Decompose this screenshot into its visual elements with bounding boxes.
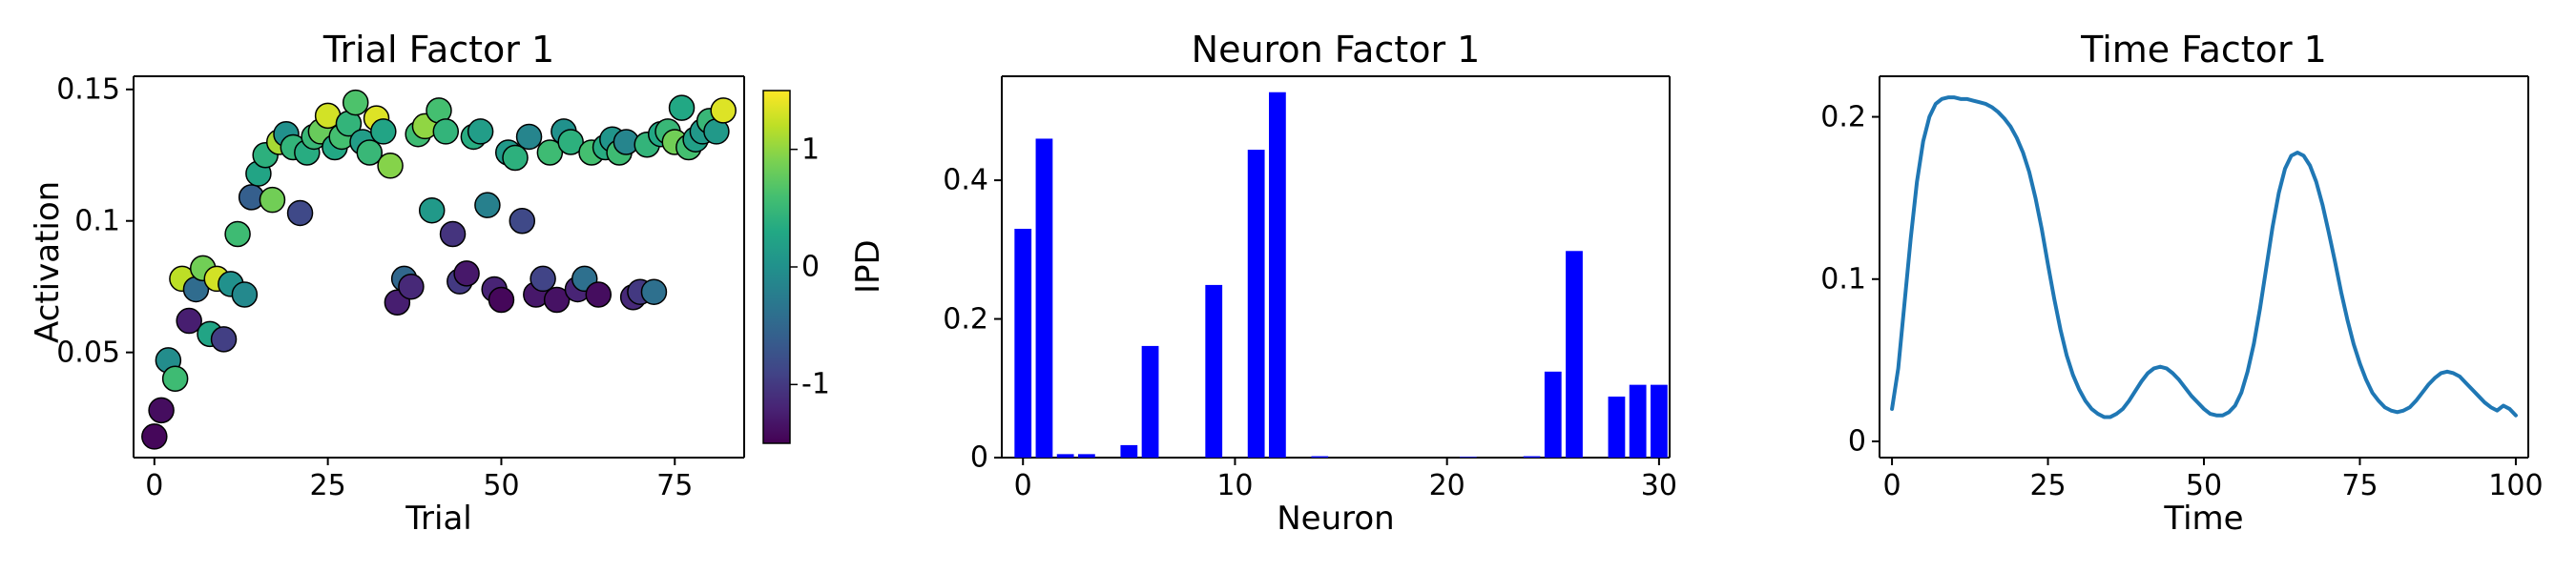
xtick-label: 100 bbox=[2488, 469, 2543, 502]
xtick-label: 0 bbox=[1883, 469, 1901, 502]
ytick-label: 0 bbox=[1848, 424, 1866, 458]
xtick-label: 25 bbox=[2029, 469, 2066, 502]
ytick-label: 0.1 bbox=[1820, 262, 1866, 296]
xtick-label: 50 bbox=[2186, 469, 2222, 502]
panel-time-factor: Time Factor 1 Time 025507510000.10.2 bbox=[1717, 0, 2576, 572]
xtick-label: 75 bbox=[2341, 469, 2378, 502]
ytick-label: 0.2 bbox=[1820, 100, 1866, 133]
line-series bbox=[1892, 97, 2516, 417]
figure: Trial Factor 1 Activation Trial IPD 0255… bbox=[0, 0, 2576, 572]
